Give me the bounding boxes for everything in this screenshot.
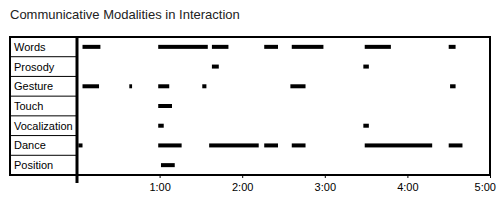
tick: 2:00 — [232, 175, 253, 193]
segment — [129, 84, 132, 88]
row-label: Vocalization — [14, 120, 73, 132]
tick-label: 4:00 — [397, 181, 418, 193]
segment — [363, 124, 369, 128]
segment — [83, 84, 100, 88]
segment — [212, 65, 219, 69]
tick-label: 5:00 — [475, 181, 496, 193]
row-label: Dance — [14, 139, 46, 151]
row-separator — [10, 76, 77, 77]
segment — [158, 143, 181, 147]
row-separator — [10, 115, 77, 116]
axis-line — [78, 175, 491, 176]
segment — [292, 143, 306, 147]
segment — [212, 45, 229, 49]
segment — [449, 143, 463, 147]
row-label: Words — [14, 41, 46, 53]
segment — [363, 65, 369, 69]
row-separator — [10, 135, 77, 136]
plot-area — [78, 45, 462, 167]
row-separator — [10, 155, 77, 156]
tick-mark — [490, 175, 491, 178]
row-label: Gesture — [14, 80, 53, 92]
x-axis: 1:00 2:00 3:00 4:00 5:00 — [78, 175, 497, 193]
segment — [449, 45, 456, 49]
tick-mark — [242, 175, 243, 178]
tick: 5:00 — [475, 175, 496, 193]
title: Communicative Modalities in Interaction — [10, 7, 240, 22]
segment — [202, 84, 206, 88]
tick-mark — [407, 175, 408, 178]
tick-label: 2:00 — [232, 181, 253, 193]
row-label: Position — [14, 159, 53, 171]
tick: 3:00 — [315, 175, 336, 193]
segment — [209, 143, 259, 147]
row-label: Prosody — [14, 61, 55, 73]
segment — [158, 45, 208, 49]
segment — [78, 143, 82, 147]
segment — [264, 45, 278, 49]
segment — [158, 84, 169, 88]
chart: Communicative Modalities in Interaction W… — [0, 0, 497, 203]
row-separator — [10, 56, 77, 57]
tick: 4:00 — [397, 175, 418, 193]
tick-mark — [160, 175, 161, 178]
segment — [158, 124, 164, 128]
tick-mark — [325, 175, 326, 178]
segment — [158, 104, 172, 108]
segment — [83, 45, 101, 49]
segment — [161, 163, 175, 167]
row-separator — [10, 96, 77, 97]
segment — [264, 143, 278, 147]
segment — [365, 143, 432, 147]
segment — [450, 84, 456, 88]
row-label: Touch — [14, 100, 43, 112]
frame — [10, 37, 490, 175]
segment — [290, 84, 305, 88]
segment — [365, 45, 391, 49]
tick: 1:00 — [149, 175, 170, 193]
segment — [292, 45, 324, 49]
divider — [76, 37, 79, 183]
tick-label: 3:00 — [315, 181, 336, 193]
tick-label: 1:00 — [149, 181, 170, 193]
